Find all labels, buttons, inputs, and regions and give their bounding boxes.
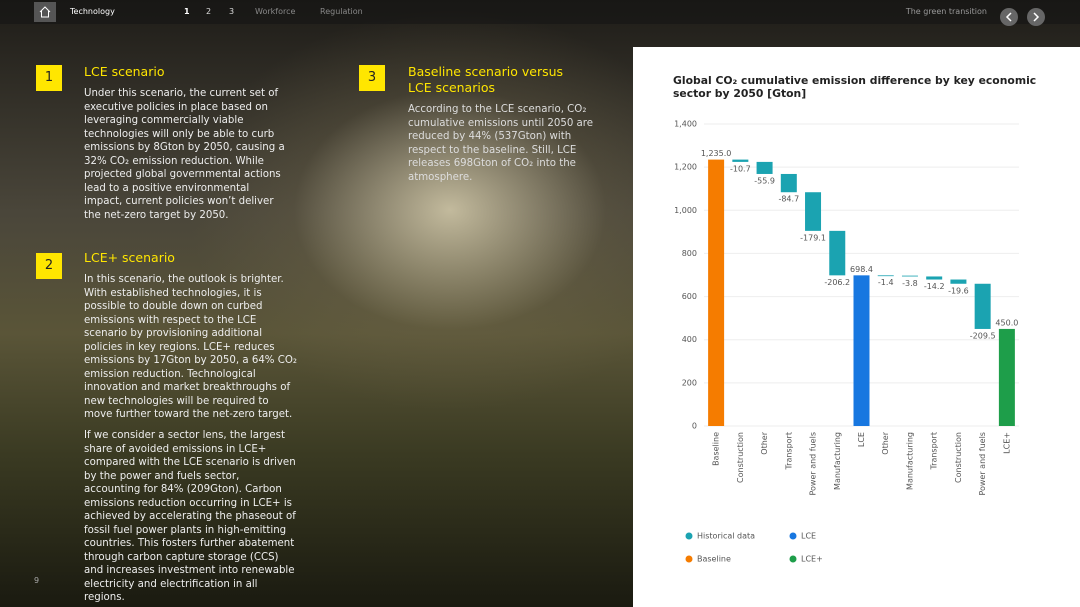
section-number: 2 bbox=[36, 253, 62, 279]
section-number: 1 bbox=[36, 65, 62, 91]
nav-section[interactable]: Technology bbox=[70, 7, 115, 16]
x-tick-label: Manufacturing bbox=[833, 432, 842, 490]
legend-label: Historical data bbox=[697, 532, 755, 541]
bar bbox=[950, 279, 967, 284]
bar bbox=[974, 283, 991, 329]
home-button[interactable] bbox=[34, 2, 56, 22]
value-label: -1.4 bbox=[878, 278, 894, 287]
value-label: 698.4 bbox=[850, 265, 873, 274]
value-label: -179.1 bbox=[800, 233, 826, 242]
y-tick-label: 600 bbox=[682, 292, 697, 301]
nav-link[interactable]: Workforce bbox=[255, 7, 296, 16]
legend-swatch bbox=[685, 555, 693, 563]
y-tick-label: 0 bbox=[692, 422, 697, 431]
x-tick-label: Construction bbox=[954, 432, 963, 483]
nav-right: The green transition bbox=[905, 7, 987, 16]
nav-link[interactable]: Regulation bbox=[320, 7, 363, 16]
y-tick-label: 1,400 bbox=[674, 120, 697, 129]
x-tick-label: Other bbox=[881, 431, 890, 454]
nav-page[interactable]: 3 bbox=[229, 7, 235, 16]
legend-swatch bbox=[685, 532, 693, 540]
paragraph: If we consider a sector lens, the larges… bbox=[84, 430, 296, 603]
x-tick-label: Construction bbox=[736, 432, 745, 483]
bar bbox=[926, 276, 943, 280]
value-label: 1,235.0 bbox=[701, 149, 732, 158]
legend-label: LCE+ bbox=[801, 555, 823, 564]
legend-label: Baseline bbox=[697, 555, 731, 564]
value-label: -206.2 bbox=[824, 278, 850, 287]
y-tick-label: 1,200 bbox=[674, 163, 697, 172]
bar bbox=[877, 275, 894, 277]
section-title: LCE+ scenario bbox=[84, 250, 175, 265]
y-tick-label: 800 bbox=[682, 249, 697, 258]
value-label: -209.5 bbox=[970, 331, 996, 340]
section-title: Baseline scenario versus LCE scenarios bbox=[408, 64, 564, 95]
bar bbox=[829, 230, 846, 276]
paragraph: Under this scenario, the current set of … bbox=[84, 88, 285, 221]
x-tick-label: Power and fuels bbox=[809, 432, 818, 496]
legend-swatch bbox=[789, 555, 797, 563]
chart: 0 200 400 600 800 1,000 1,200 1,400 1,235.0 Basel… bbox=[633, 47, 1080, 607]
top-nav: Technology 1 2 3 Workforce Regulation Th… bbox=[0, 0, 1080, 26]
page-number: 9 bbox=[34, 576, 40, 585]
bar bbox=[756, 161, 773, 174]
bar bbox=[805, 192, 822, 231]
paragraph: In this scenario, the outlook is brighte… bbox=[84, 274, 297, 420]
x-tick-label: Manufacturing bbox=[905, 432, 914, 490]
value-label: -19.6 bbox=[948, 286, 969, 295]
x-tick-label: Other bbox=[760, 431, 769, 454]
legend-swatch bbox=[789, 532, 797, 540]
bar bbox=[998, 328, 1015, 426]
x-tick-label: LCE bbox=[857, 432, 866, 447]
chart-title: Global CO₂ cumulative emission differenc… bbox=[673, 74, 1037, 100]
value-label: -55.9 bbox=[754, 176, 775, 185]
bar bbox=[708, 159, 725, 426]
bar bbox=[780, 173, 797, 193]
y-tick-label: 200 bbox=[682, 378, 697, 387]
nav-arrows[interactable] bbox=[999, 8, 1047, 28]
y-tick-label: 1,000 bbox=[674, 206, 697, 215]
value-label: -3.8 bbox=[902, 279, 918, 288]
section-title: LCE scenario bbox=[84, 64, 165, 79]
bar bbox=[901, 275, 918, 277]
x-tick-label: Baseline bbox=[712, 432, 721, 466]
x-tick-label: Transport bbox=[930, 432, 939, 471]
section-number: 3 bbox=[359, 65, 385, 91]
value-label: -84.7 bbox=[778, 195, 799, 204]
value-label: 450.0 bbox=[995, 318, 1018, 327]
y-tick-label: 400 bbox=[682, 335, 697, 344]
x-tick-label: Transport bbox=[784, 432, 793, 471]
nav-page[interactable]: 2 bbox=[206, 7, 212, 16]
value-label: -10.7 bbox=[730, 164, 751, 173]
bar bbox=[732, 159, 749, 162]
paragraph: According to the LCE scenario, CO₂ cumul… bbox=[408, 104, 594, 183]
value-label: -14.2 bbox=[924, 282, 945, 291]
x-tick-label: LCE+ bbox=[1002, 432, 1011, 454]
legend-label: LCE bbox=[801, 532, 816, 541]
x-tick-label: Power and fuels bbox=[978, 432, 987, 496]
bar bbox=[853, 275, 870, 426]
nav-page[interactable]: 1 bbox=[184, 7, 190, 16]
